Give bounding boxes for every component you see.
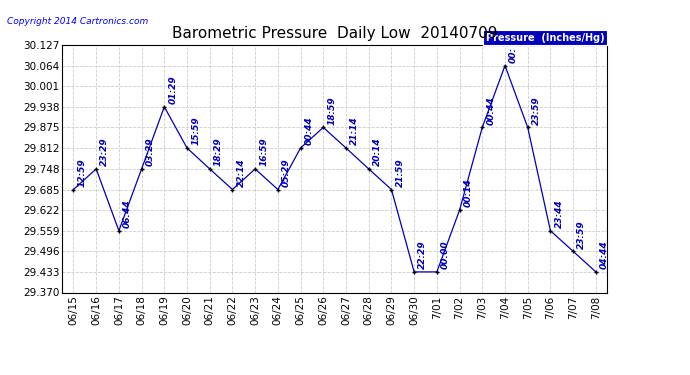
Text: 00:00: 00:00: [441, 240, 450, 269]
Text: 21:59: 21:59: [395, 158, 404, 187]
Text: 01:29: 01:29: [168, 75, 177, 104]
Point: [204, 166, 215, 172]
Text: 18:59: 18:59: [328, 96, 337, 124]
Point: [113, 228, 124, 234]
Text: 23:59: 23:59: [578, 220, 586, 249]
Point: [159, 104, 170, 110]
Text: 23:29: 23:29: [100, 138, 109, 166]
Point: [477, 124, 488, 130]
Text: 00:: 00:: [509, 47, 518, 63]
Point: [340, 145, 351, 151]
Title: Barometric Pressure  Daily Low  20140709: Barometric Pressure Daily Low 20140709: [172, 26, 497, 41]
Point: [68, 186, 79, 192]
Point: [250, 166, 261, 172]
Text: 00:44: 00:44: [486, 96, 495, 124]
Point: [431, 269, 442, 275]
Point: [568, 248, 579, 254]
Text: 23:59: 23:59: [532, 96, 541, 124]
Text: 12:59: 12:59: [77, 158, 87, 187]
Point: [273, 186, 284, 192]
Point: [454, 207, 465, 213]
Text: 22:14: 22:14: [237, 158, 246, 187]
Text: 00:44: 00:44: [305, 117, 314, 145]
Point: [318, 124, 329, 130]
Text: 15:59: 15:59: [191, 117, 200, 145]
Point: [90, 166, 101, 172]
Text: Pressure  (Inches/Hg): Pressure (Inches/Hg): [486, 33, 604, 42]
Text: 20:14: 20:14: [373, 138, 382, 166]
Point: [363, 166, 374, 172]
Text: 21:14: 21:14: [350, 117, 359, 145]
Text: 18:29: 18:29: [214, 138, 223, 166]
Text: 06:44: 06:44: [123, 199, 132, 228]
Point: [386, 186, 397, 192]
Point: [522, 124, 533, 130]
Text: 03:29: 03:29: [146, 138, 155, 166]
Point: [295, 145, 306, 151]
Point: [136, 166, 147, 172]
Text: 23:44: 23:44: [555, 199, 564, 228]
Point: [591, 269, 602, 275]
Text: 16:59: 16:59: [259, 138, 268, 166]
Text: 04:44: 04:44: [600, 240, 609, 269]
Point: [545, 228, 556, 234]
Text: Copyright 2014 Cartronics.com: Copyright 2014 Cartronics.com: [7, 17, 148, 26]
Text: 00:14: 00:14: [464, 179, 473, 207]
Text: 05:29: 05:29: [282, 158, 291, 187]
Point: [500, 63, 511, 69]
Point: [181, 145, 193, 151]
Point: [408, 269, 420, 275]
Point: [227, 186, 238, 192]
Text: 22:29: 22:29: [418, 240, 427, 269]
